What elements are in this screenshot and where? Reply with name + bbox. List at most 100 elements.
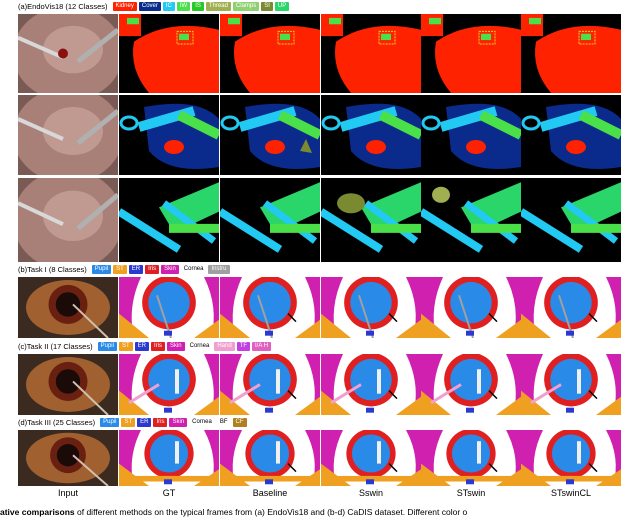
legend-chip: TF <box>236 342 251 351</box>
segmentation-mask-graphic <box>321 14 421 93</box>
segmentation-panel <box>421 277 521 338</box>
column-label-stswin: STswin <box>456 488 486 498</box>
section-title: (a)EndoVis18 (12 Classes) <box>18 2 108 11</box>
segmentation-panel <box>321 14 421 93</box>
segmentation-mask-graphic <box>321 430 421 486</box>
segmentation-panel <box>119 178 219 262</box>
legend-chip: Skin <box>169 418 188 427</box>
section-header-task2: (c)Task II (17 Classes) Pupil ST ER Iris Ski… <box>18 341 272 352</box>
segmentation-mask-graphic <box>521 354 621 415</box>
input-frame-image <box>18 95 118 175</box>
segmentation-panel <box>521 430 621 486</box>
segmentation-mask-graphic <box>220 14 320 93</box>
segmentation-panel <box>119 95 219 175</box>
legend-chip: Kidney <box>112 2 137 11</box>
section-title: (b)Task I (8 Classes) <box>18 265 87 274</box>
legend-chip: IC <box>162 2 175 11</box>
segmentation-mask-graphic <box>421 277 521 338</box>
legend-chip: Pupil <box>100 418 120 427</box>
legend-chip: Iris <box>153 418 168 427</box>
input-frame-image <box>18 14 118 93</box>
legend-chip: Instru <box>208 265 230 274</box>
segmentation-mask-graphic <box>521 95 621 175</box>
legend-chip: Cornea <box>189 418 215 427</box>
segmentation-mask-graphic <box>521 178 621 262</box>
segmentation-mask-graphic <box>521 277 621 338</box>
segmentation-panel <box>220 430 320 486</box>
segmentation-mask-graphic <box>119 430 219 486</box>
surgical-frame-graphic <box>18 95 118 175</box>
legend-chip: Cornea <box>180 265 207 274</box>
segmentation-mask-graphic <box>220 277 320 338</box>
surgical-frame-graphic <box>18 178 118 262</box>
legend-chip: SI <box>261 2 273 11</box>
segmentation-mask-graphic <box>521 14 621 93</box>
legend-chip: Hand <box>214 342 235 351</box>
legend-chip: ST <box>121 418 136 427</box>
input-frame-image <box>18 354 118 415</box>
segmentation-mask-graphic <box>119 95 219 175</box>
column-label-input: Input <box>57 488 79 498</box>
segmentation-mask-graphic <box>421 354 521 415</box>
segmentation-mask-graphic <box>220 95 320 175</box>
segmentation-panel <box>421 178 521 262</box>
section-header-task1: (b)Task I (8 Classes) Pupil ST ER Iris Skin C… <box>18 264 230 275</box>
segmentation-panel <box>321 430 421 486</box>
column-label-stswincl: STswinCL <box>550 488 591 498</box>
surgical-frame-graphic <box>18 277 118 338</box>
segmentation-panel <box>220 178 320 262</box>
segmentation-panel <box>521 277 621 338</box>
segmentation-mask-graphic <box>421 14 521 93</box>
segmentation-panel <box>220 14 320 93</box>
segmentation-panel <box>321 354 421 415</box>
segmentation-panel <box>421 95 521 175</box>
legend-chip: Pupil <box>97 342 117 351</box>
segmentation-panel <box>521 178 621 262</box>
segmentation-panel <box>220 95 320 175</box>
segmentation-mask-graphic <box>321 178 421 262</box>
legend-chip: Pupil <box>91 265 112 274</box>
figure-caption: ative comparisons of different methods o… <box>0 507 640 517</box>
surgical-frame-graphic <box>18 354 118 415</box>
segmentation-mask-graphic <box>220 178 320 262</box>
segmentation-panel <box>220 354 320 415</box>
segmentation-panel <box>521 95 621 175</box>
segmentation-panel <box>119 14 219 93</box>
legend-chip: Clamps <box>232 2 260 11</box>
segmentation-panel <box>119 277 219 338</box>
segmentation-panel <box>321 95 421 175</box>
caption-text: of different methods on the typical fram… <box>74 507 468 517</box>
legend-chip: ER <box>137 418 152 427</box>
segmentation-panel <box>321 277 421 338</box>
segmentation-mask-graphic <box>220 354 320 415</box>
segmentation-panel <box>119 354 219 415</box>
segmentation-panel <box>321 178 421 262</box>
segmentation-mask-graphic <box>321 95 421 175</box>
legend-chip: UP <box>274 2 290 11</box>
section-header-task3: (d)Task III (25 Classes) Pupil ST ER Iris Sk… <box>18 417 247 428</box>
legend-chip: IS <box>192 2 204 11</box>
section-header-endovis18: (a)EndoVis18 (12 Classes) Kidney Cover IC I… <box>18 1 290 12</box>
legend-chip: ER <box>128 265 144 274</box>
legend-chip: Skin <box>166 342 185 351</box>
segmentation-panel <box>521 354 621 415</box>
segmentation-panel <box>220 277 320 338</box>
legend-chip: ST <box>118 342 133 351</box>
legend-chip: Iris <box>145 265 160 274</box>
legend-chip: IW <box>176 2 191 11</box>
legend-chip: Skin <box>161 265 179 274</box>
segmentation-mask-graphic <box>421 95 521 175</box>
legend-chip: CF <box>232 418 247 427</box>
column-label-gt: GT <box>162 488 176 498</box>
segmentation-panel <box>421 354 521 415</box>
segmentation-mask-graphic <box>521 430 621 486</box>
legend-chip: BF <box>216 418 231 427</box>
surgical-frame-graphic <box>18 430 118 486</box>
column-label-sswin: Sswin <box>358 488 383 498</box>
input-frame-image <box>18 178 118 262</box>
segmentation-mask-graphic <box>321 354 421 415</box>
legend-chip: ER <box>134 342 149 351</box>
column-labels: Input GT Baseline Sswin STswin STswinCL <box>0 488 640 502</box>
segmentation-mask-graphic <box>421 178 521 262</box>
legend-chip: Cover <box>138 2 161 11</box>
